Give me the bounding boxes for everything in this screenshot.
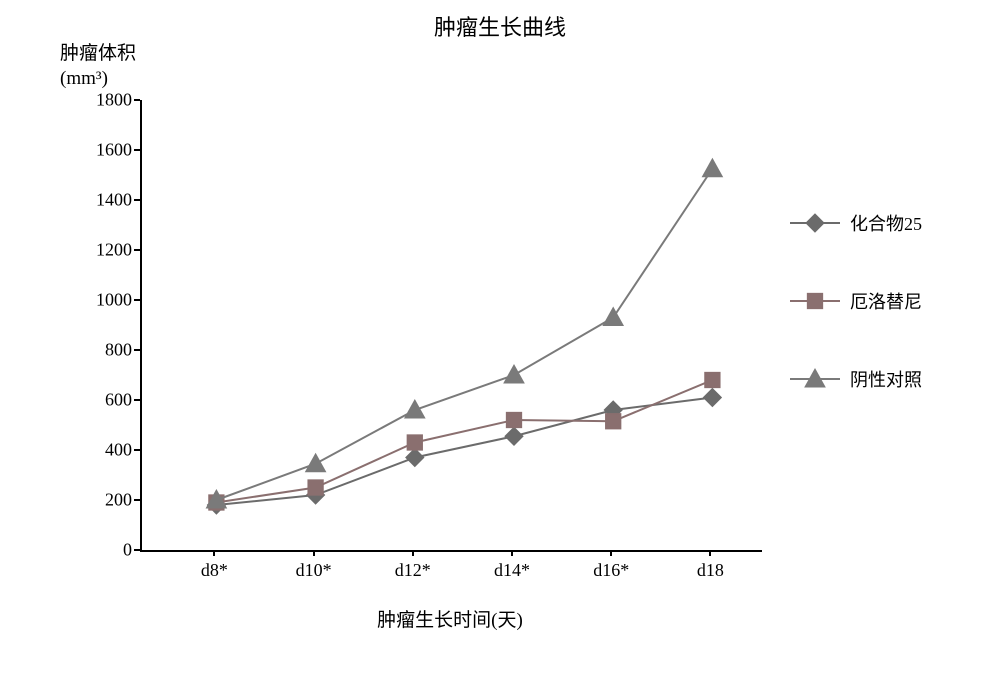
x-tick-label: d10*: [296, 560, 332, 581]
y-tick-label: 0: [72, 540, 132, 561]
y-tick-label: 200: [72, 490, 132, 511]
legend-swatch: [790, 367, 840, 391]
series-marker: [702, 159, 722, 177]
series-marker: [705, 372, 720, 387]
series-marker: [603, 308, 623, 326]
series-marker: [306, 454, 326, 472]
series-marker: [406, 449, 424, 467]
legend-item: 阴性对照: [790, 366, 922, 392]
series-marker: [407, 435, 422, 450]
series-line: [216, 380, 712, 503]
series-marker: [504, 365, 524, 383]
chart-title: 肿瘤生长曲线: [0, 10, 1000, 42]
y-axis-title-line1: 肿瘤体积: [60, 42, 136, 67]
series-marker: [703, 389, 721, 407]
y-axis-title: 肿瘤体积 (mm³): [60, 42, 136, 91]
legend-label: 厄洛替尼: [850, 288, 922, 314]
legend-label: 阴性对照: [850, 366, 922, 392]
series-marker: [506, 412, 521, 427]
y-axis-title-line2: (mm³): [60, 67, 136, 92]
y-tick-label: 1000: [72, 290, 132, 311]
legend-label: 化合物25: [850, 210, 922, 236]
series-marker: [606, 414, 621, 429]
series-marker: [405, 400, 425, 418]
x-axis-title: 肿瘤生长时间(天): [140, 605, 760, 632]
series-marker: [308, 480, 323, 495]
series-line: [216, 398, 712, 506]
y-tick-label: 1200: [72, 240, 132, 261]
legend-swatch: [790, 289, 840, 313]
x-tick-label: d16*: [593, 560, 629, 581]
series-marker: [505, 427, 523, 445]
x-tick-label: d12*: [395, 560, 431, 581]
y-tick-label: 1800: [72, 90, 132, 111]
x-tick-label: d14*: [494, 560, 530, 581]
x-tick-label: d18: [697, 560, 724, 581]
x-tick-label: d8*: [201, 560, 228, 581]
chart-container: 肿瘤生长曲线 肿瘤体积 (mm³) 0 200 400 600 800 1000 1200 1…: [0, 0, 1000, 677]
legend: 化合物25 厄洛替尼阴性对照: [790, 210, 922, 444]
plot-svg: [142, 100, 762, 550]
legend-item: 化合物25: [790, 210, 922, 236]
y-tick-label: 400: [72, 440, 132, 461]
y-tick-label: 600: [72, 390, 132, 411]
legend-item: 厄洛替尼: [790, 288, 922, 314]
plot-area: [140, 100, 762, 552]
legend-swatch: [790, 211, 840, 235]
y-tick-label: 800: [72, 340, 132, 361]
y-tick-label: 1600: [72, 140, 132, 161]
y-tick-label: 1400: [72, 190, 132, 211]
series-line: [216, 169, 712, 500]
